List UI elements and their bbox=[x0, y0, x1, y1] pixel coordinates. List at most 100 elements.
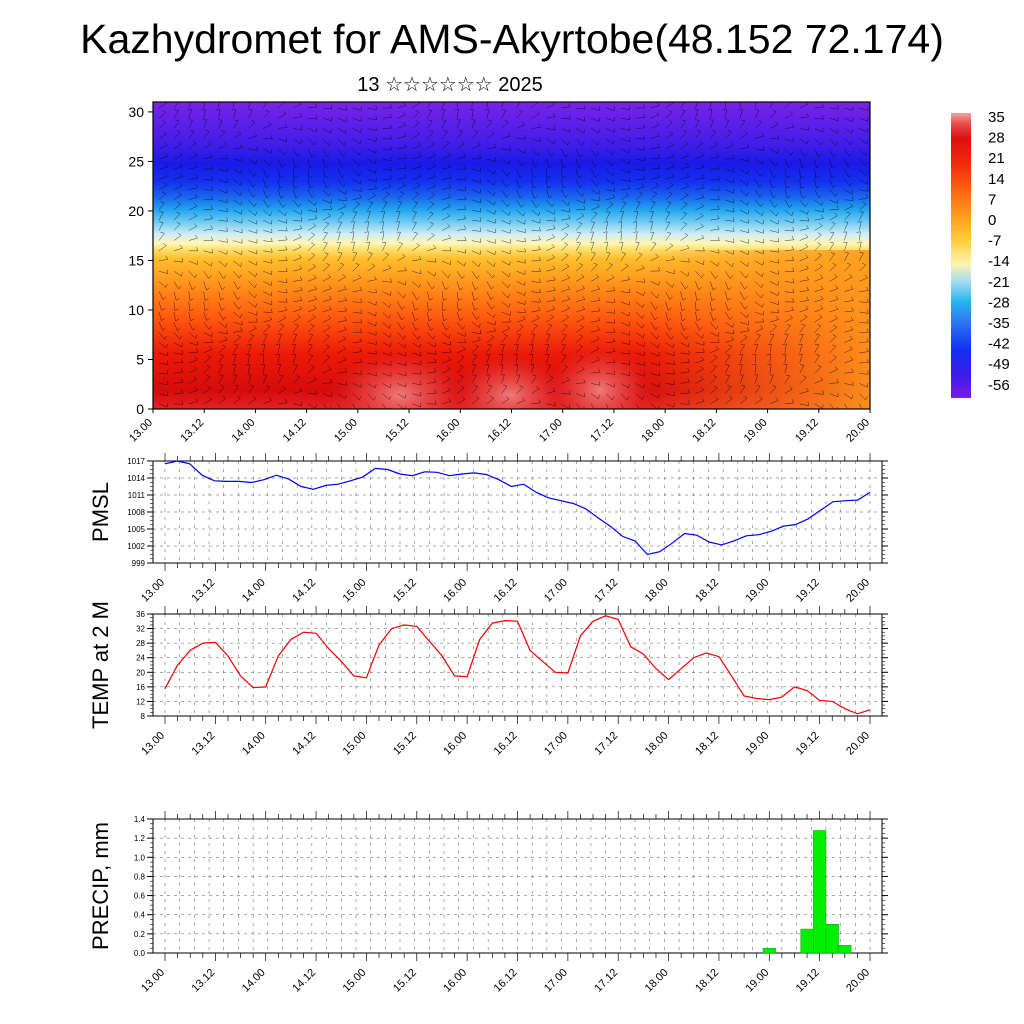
precipitation-panel: 0.0 0.2 0.4 0.6 0.8 1.0 1.2 1.4 13.00 13.12 14.00 1… bbox=[88, 811, 888, 995]
series-line bbox=[164, 460, 871, 556]
x-tick-label: 18.12 bbox=[693, 967, 721, 995]
precip-bar bbox=[838, 945, 852, 954]
colorbar-label: -56 bbox=[988, 377, 1010, 394]
y-tick-label: 1005 bbox=[127, 525, 145, 534]
hot-core bbox=[330, 350, 470, 409]
x-tick-label: 20.00 bbox=[844, 417, 872, 445]
y-tick-label: 12 bbox=[136, 697, 145, 706]
x-tick-label: 15.12 bbox=[391, 730, 419, 758]
colorbar-label: 28 bbox=[988, 130, 1005, 147]
y-tick-label: 1008 bbox=[127, 508, 145, 517]
colorbar-label: 21 bbox=[988, 150, 1005, 167]
x-tick-label: 19.00 bbox=[743, 967, 771, 995]
colorbar: 35 28 21 14 7 0 -7 -14 -21 -28 -35 -42 -49 -56 bbox=[951, 109, 1010, 398]
y-tick-label: 30 bbox=[128, 104, 144, 120]
hot-core bbox=[545, 345, 655, 409]
y-tick-label: 10 bbox=[128, 302, 144, 318]
y-axis-label: TEMP at 2 M bbox=[88, 601, 113, 729]
x-tick-label: 16.12 bbox=[492, 577, 520, 605]
temperature-panel: 8 12 16 20 24 28 32 36 13.00 13.12 14.00 14.12 15.00… bbox=[88, 601, 888, 758]
y-tick-label: 16 bbox=[136, 683, 145, 692]
colorbar-label: -35 bbox=[988, 315, 1010, 332]
wind-barb-field bbox=[158, 102, 869, 409]
x-tick-label: 19.00 bbox=[743, 730, 771, 758]
y-tick-label: 0.2 bbox=[134, 930, 146, 939]
colorbar-label: -42 bbox=[988, 336, 1010, 353]
x-tick-label: 14.12 bbox=[281, 417, 309, 445]
y-tick-label: 0.4 bbox=[134, 911, 146, 920]
x-tick-label: 13.00 bbox=[127, 417, 155, 445]
x-tick-label: 16.12 bbox=[492, 730, 520, 758]
x-tick-label: 16.00 bbox=[441, 577, 469, 605]
x-tick-label: 18.00 bbox=[639, 417, 667, 445]
x-tick-label: 15.12 bbox=[391, 967, 419, 995]
x-tick-label: 13.12 bbox=[190, 967, 218, 995]
y-tick-label: 1.4 bbox=[134, 815, 146, 824]
x-tick-label: 16.00 bbox=[441, 967, 469, 995]
x-tick-label: 15.00 bbox=[332, 417, 360, 445]
y-tick-label: 0.6 bbox=[134, 892, 146, 901]
x-tick-label: 14.12 bbox=[290, 577, 318, 605]
series-line bbox=[164, 615, 871, 715]
x-tick-label: 13.00 bbox=[139, 577, 167, 605]
x-tick-label: 15.00 bbox=[341, 967, 369, 995]
x-tick-label: 19.12 bbox=[793, 417, 821, 445]
colorbar-label: -21 bbox=[988, 274, 1010, 291]
x-tick-label: 17.00 bbox=[542, 967, 570, 995]
y-tick-label: 24 bbox=[136, 654, 145, 663]
y-tick-label: 1011 bbox=[128, 491, 146, 500]
x-tick-label: 18.12 bbox=[691, 417, 719, 445]
y-axis-label: PRECIP, mm bbox=[88, 822, 113, 950]
precip-bar bbox=[762, 947, 776, 954]
chart-title: Kazhydromet for AMS-Akyrtobe(48.152 72.1… bbox=[80, 16, 944, 62]
warm-east-sector bbox=[640, 250, 870, 409]
x-tick-label: 15.00 bbox=[341, 730, 369, 758]
x-tick-label: 18.00 bbox=[643, 577, 671, 605]
x-tick-label: 13.12 bbox=[190, 730, 218, 758]
y-tick-label: 0.8 bbox=[134, 872, 146, 881]
x-tick-label: 19.12 bbox=[794, 730, 822, 758]
colorbar-gradient bbox=[951, 113, 971, 398]
chart-subtitle: 13 ☆☆☆☆☆☆ 2025 bbox=[357, 74, 543, 96]
y-tick-label: 1.0 bbox=[134, 853, 146, 862]
pmsl-panel: 999 1002 1005 1008 1011 1014 1017 13.00 13.12 14.… bbox=[88, 453, 888, 605]
precip-bar bbox=[825, 924, 839, 954]
colorbar-label: -28 bbox=[988, 294, 1010, 311]
y-tick-label: 999 bbox=[132, 559, 146, 568]
x-tick-label: 17.00 bbox=[542, 577, 570, 605]
colorbar-label: 35 bbox=[988, 109, 1005, 126]
x-tick-label: 16.12 bbox=[486, 417, 514, 445]
x-tick-label: 19.00 bbox=[742, 417, 770, 445]
y-axis-label: PMSL bbox=[88, 482, 113, 542]
x-tick-label: 20.00 bbox=[844, 967, 872, 995]
y-tick-label: 20 bbox=[136, 668, 145, 677]
x-tick-label: 15.00 bbox=[341, 577, 369, 605]
panel-frame bbox=[152, 613, 883, 717]
x-tick-label: 14.00 bbox=[240, 577, 268, 605]
x-tick-label: 13.12 bbox=[190, 577, 218, 605]
cross-section-panel bbox=[153, 102, 870, 409]
x-tick-label: 13.12 bbox=[178, 417, 206, 445]
y-tick-label: 5 bbox=[136, 351, 144, 367]
x-tick-label: 20.00 bbox=[844, 577, 872, 605]
y-tick-label: 0 bbox=[136, 401, 144, 417]
x-tick-label: 19.12 bbox=[794, 577, 822, 605]
y-tick-label: 1014 bbox=[127, 474, 145, 483]
x-tick-label: 14.00 bbox=[230, 417, 258, 445]
x-tick-label: 18.00 bbox=[643, 730, 671, 758]
panel-frame bbox=[152, 818, 883, 954]
x-tick-label: 13.00 bbox=[139, 967, 167, 995]
x-tick-label: 17.00 bbox=[542, 730, 570, 758]
y-tick-label: 1002 bbox=[127, 542, 145, 551]
x-tick-label: 18.00 bbox=[643, 967, 671, 995]
panel-frame bbox=[152, 460, 883, 564]
hot-core bbox=[450, 355, 570, 409]
colorbar-label: 14 bbox=[988, 171, 1005, 188]
y-tick-label: 25 bbox=[128, 153, 144, 169]
precip-bar bbox=[813, 830, 827, 954]
x-tick-label: 20.00 bbox=[844, 730, 872, 758]
colorbar-label: -49 bbox=[988, 356, 1010, 373]
colorbar-label: 0 bbox=[988, 212, 996, 229]
x-tick-label: 16.00 bbox=[434, 417, 462, 445]
x-tick-label: 14.00 bbox=[240, 730, 268, 758]
